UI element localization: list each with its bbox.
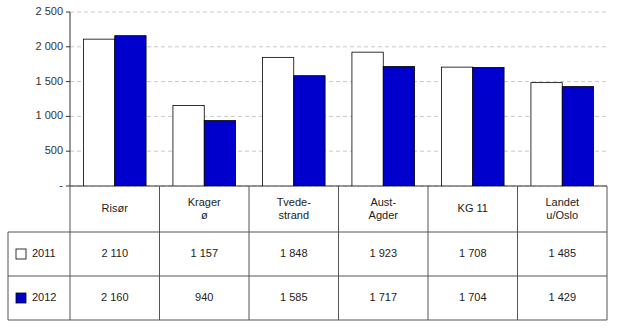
tick-label: 1 500 <box>35 75 63 87</box>
y-axis: - 500 1 000 1 500 2 000 2 500 <box>35 5 607 191</box>
bar <box>531 83 562 186</box>
tick-label: 1 000 <box>35 109 63 121</box>
legend-label: 2011 <box>32 247 56 259</box>
table-border <box>8 320 607 321</box>
table-value: 1 485 <box>548 247 576 259</box>
tick-mark <box>66 186 70 187</box>
table-border <box>70 186 71 320</box>
category-label: Landetu/Oslo <box>545 195 579 220</box>
legend-swatch <box>16 249 26 259</box>
bar <box>262 57 293 186</box>
table-value: 1 848 <box>280 247 308 259</box>
category-label-line: ø <box>201 208 208 220</box>
grid-line <box>70 46 607 47</box>
tick-mark <box>66 151 70 152</box>
table-border <box>159 186 160 320</box>
category-label: KG 11 <box>458 202 488 214</box>
category-label-line: Tvede- <box>277 195 312 207</box>
bar <box>441 67 472 186</box>
grid-line <box>70 151 607 152</box>
table-value: 1 429 <box>548 291 576 303</box>
bar <box>83 39 114 186</box>
table-value: 2 160 <box>101 291 129 303</box>
tick-mark <box>66 12 70 13</box>
table-value: 1 157 <box>190 247 218 259</box>
bar <box>204 121 235 186</box>
table-border <box>249 186 250 320</box>
table-value: 1 923 <box>369 247 397 259</box>
tick-label: 2 500 <box>35 5 63 17</box>
bar <box>294 76 325 186</box>
bar <box>173 105 204 186</box>
grid-line <box>70 81 607 82</box>
bar <box>562 87 593 186</box>
category-label: Risør <box>102 202 129 214</box>
category-label-line: Risør <box>102 202 129 214</box>
category-label-line: Landet <box>545 195 579 207</box>
legend-label: 2012 <box>32 291 56 303</box>
table-border <box>8 276 607 277</box>
table-value: 1 717 <box>369 291 397 303</box>
legend-swatch <box>16 293 26 303</box>
table-border <box>517 186 518 320</box>
y-axis-line <box>70 12 71 186</box>
tick-mark <box>66 46 70 47</box>
bar <box>352 52 383 186</box>
bars <box>83 36 593 186</box>
grid-line <box>70 116 607 117</box>
table-border <box>338 186 339 320</box>
category-label-line: strand <box>278 208 309 220</box>
table-value: 1 708 <box>459 247 487 259</box>
category-label-line: Agder <box>369 208 399 220</box>
tick-mark <box>66 116 70 117</box>
table-value: 940 <box>195 291 213 303</box>
table-border <box>428 186 429 320</box>
category-label-line: u/Oslo <box>546 208 578 220</box>
category-label-line: Krager <box>188 195 221 207</box>
tick-label: 500 <box>45 144 63 156</box>
tick-mark <box>66 81 70 82</box>
table-border <box>8 232 607 233</box>
bar <box>473 67 504 186</box>
category-label: Tvede-strand <box>277 195 312 220</box>
tick-label: - <box>59 179 63 191</box>
category-label-line: KG 11 <box>458 202 488 214</box>
table-value: 2 110 <box>101 247 128 259</box>
category-label: Aust-Agder <box>369 195 399 220</box>
table-value: 1 704 <box>459 291 487 303</box>
grid-line <box>70 12 607 13</box>
bar <box>383 66 414 186</box>
category-label-line: Aust- <box>370 195 396 207</box>
data-table: Risør Kragerø Tvede-strand Aust-Agder KG 11 L… <box>8 186 607 320</box>
table-border <box>607 186 608 320</box>
bar <box>115 36 146 186</box>
chart: - 500 1 000 1 500 2 000 2 500 Risør Kragerø Tved… <box>0 0 617 328</box>
category-label: Kragerø <box>188 195 221 220</box>
tick-label: 2 000 <box>35 40 63 52</box>
table-value: 1 585 <box>280 291 308 303</box>
grid <box>70 12 607 186</box>
